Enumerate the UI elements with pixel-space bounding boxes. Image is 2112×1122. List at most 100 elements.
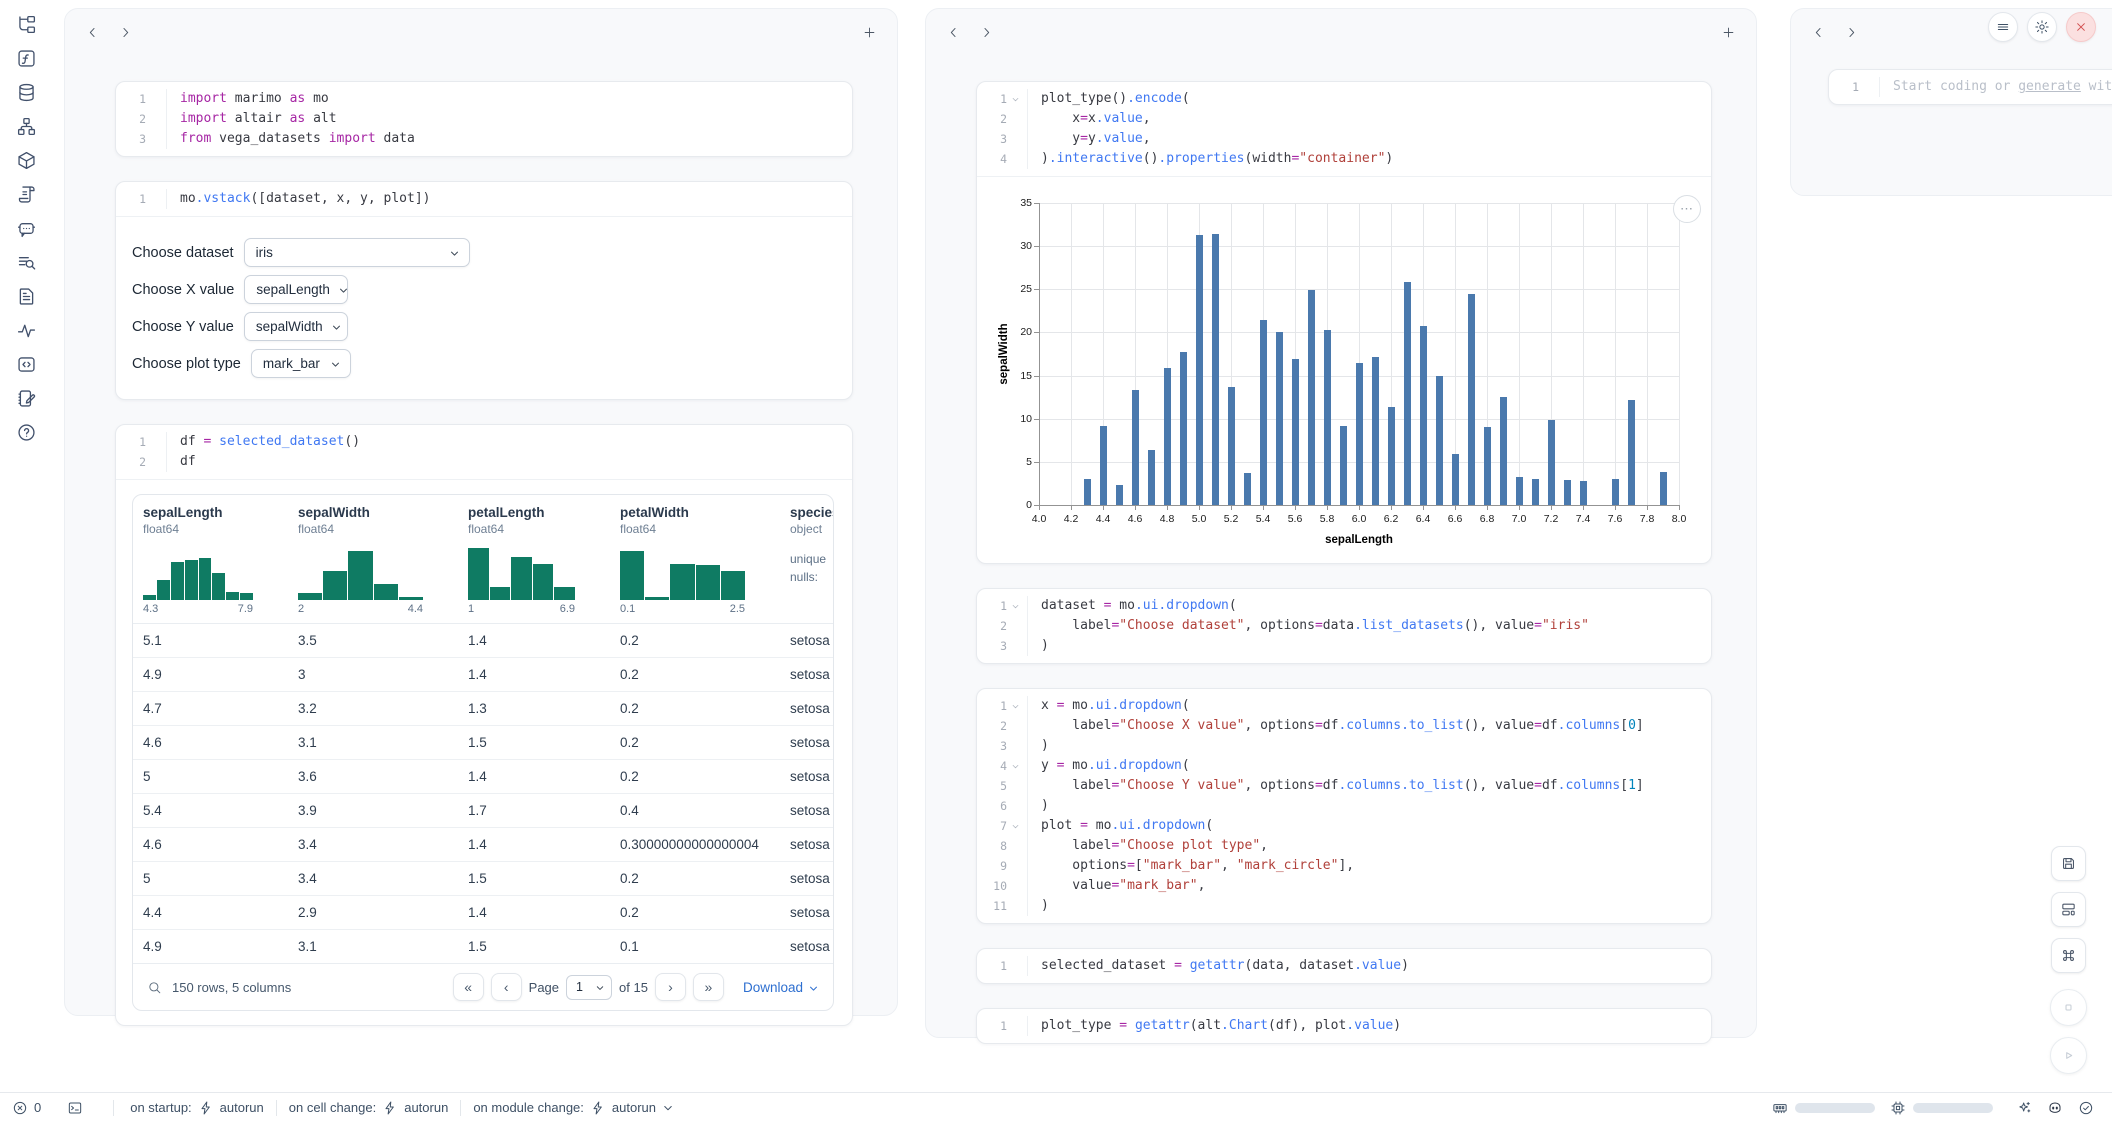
cell-dataframe[interactable]: 1df = selected_dataset()2df sepalLengthf… — [115, 424, 853, 1026]
chart-bar[interactable] — [1612, 479, 1619, 505]
column-histogram[interactable] — [298, 548, 423, 600]
code-line[interactable]: 1dataset = mo.ui.dropdown( — [977, 596, 1711, 616]
chart-bar[interactable] — [1660, 472, 1667, 505]
next-page-button[interactable]: › — [655, 973, 686, 1001]
table-row[interactable]: 53.41.50.2setosa — [133, 862, 833, 896]
run-all-button[interactable] — [2050, 1037, 2087, 1074]
code-line[interactable]: 4).interactive().properties(width="conta… — [977, 149, 1711, 169]
sidebar-help-icon[interactable] — [16, 422, 37, 443]
chart-bar[interactable] — [1420, 326, 1427, 505]
previous-page-button[interactable]: ‹ — [491, 973, 522, 1001]
save-button[interactable] — [2051, 846, 2086, 881]
chart-bar[interactable] — [1084, 479, 1091, 505]
chart-bar[interactable] — [1436, 376, 1443, 505]
menu-button[interactable] — [1988, 12, 2018, 42]
chart-bar[interactable] — [1324, 330, 1331, 505]
sidebar-packages-icon[interactable] — [16, 150, 37, 171]
chart-bar[interactable] — [1308, 290, 1315, 505]
table-row[interactable]: 53.61.40.2setosa — [133, 760, 833, 794]
chart-bar[interactable] — [1468, 294, 1475, 505]
search-icon[interactable] — [147, 980, 162, 995]
chart-bar[interactable] — [1484, 427, 1491, 505]
code-line[interactable]: 9 options=["mark_bar", "mark_circle"], — [977, 856, 1711, 876]
code-line[interactable]: 8 label="Choose plot type", — [977, 836, 1711, 856]
fold-toggle-icon[interactable] — [1007, 696, 1023, 716]
code-line[interactable]: 1mo.vstack([dataset, x, y, plot]) — [116, 189, 852, 209]
fold-toggle-icon[interactable] — [1007, 816, 1023, 836]
sidebar-dependencies-icon[interactable] — [16, 116, 37, 137]
cell-vstack[interactable]: 1mo.vstack([dataset, x, y, plot]) Choose… — [115, 181, 853, 400]
table-row[interactable]: 4.93.11.50.1setosa — [133, 930, 833, 963]
sidebar-data-sources-icon[interactable] — [16, 82, 37, 103]
stop-button[interactable] — [2050, 989, 2087, 1026]
sidebar-snippets-icon[interactable] — [16, 354, 37, 375]
column-3-expand-right-button[interactable] — [1844, 25, 1859, 40]
chart-bar[interactable] — [1628, 400, 1635, 505]
chart-bar[interactable] — [1516, 477, 1523, 505]
code-line[interactable]: 1selected_dataset = getattr(data, datase… — [977, 956, 1711, 976]
chart-bar[interactable] — [1356, 363, 1363, 505]
fold-toggle-icon[interactable] — [1007, 89, 1023, 109]
chart-bar[interactable] — [1100, 426, 1107, 505]
settings-button[interactable] — [2027, 12, 2057, 42]
chart-bar[interactable] — [1180, 352, 1187, 505]
chart-bar[interactable] — [1388, 407, 1395, 505]
shutdown-button[interactable] — [2066, 12, 2096, 42]
column-1-collapse-left-button[interactable] — [85, 25, 100, 40]
chart-bar[interactable] — [1564, 480, 1571, 505]
column-histogram[interactable] — [143, 548, 253, 600]
connection-status-button[interactable] — [2078, 1100, 2094, 1116]
code-line[interactable]: 3from vega_datasets import data — [116, 129, 852, 149]
last-page-button[interactable]: » — [693, 973, 724, 1001]
chart-bar[interactable] — [1580, 481, 1587, 505]
fold-toggle-icon[interactable] — [1007, 756, 1023, 776]
chart-bar[interactable] — [1260, 320, 1267, 505]
column-header-petalWidth[interactable]: petalWidthfloat640.12.5 — [610, 505, 780, 615]
y-value-select[interactable]: sepalWidth — [244, 312, 348, 341]
memory-usage[interactable] — [1772, 1100, 1875, 1116]
download-button[interactable]: Download — [743, 980, 819, 995]
chart-bar[interactable] — [1132, 390, 1139, 505]
dataset-select[interactable]: iris — [244, 238, 470, 267]
ai-sparkles-button[interactable] — [2016, 1100, 2032, 1116]
code-line[interactable]: 3) — [977, 736, 1711, 756]
code-line[interactable]: 1plot_type().encode( — [977, 89, 1711, 109]
sidebar-logs-icon[interactable] — [16, 252, 37, 273]
code-line[interactable]: 6) — [977, 796, 1711, 816]
chart-bar[interactable] — [1164, 368, 1171, 505]
copilot-button[interactable] — [2047, 1100, 2063, 1116]
sidebar-outline-icon[interactable] — [16, 184, 37, 205]
command-palette-button[interactable] — [2051, 938, 2086, 973]
code-line[interactable]: 10 value="mark_bar", — [977, 876, 1711, 896]
code-placeholder[interactable]: Start coding or generate with — [1879, 77, 2112, 97]
runtime-config-0[interactable]: on startup:autorun — [130, 1100, 264, 1116]
cell-dataset-dropdown[interactable]: 1dataset = mo.ui.dropdown(2 label="Choos… — [976, 588, 1712, 664]
sidebar-tracing-icon[interactable] — [16, 320, 37, 341]
column-2-add-cell-button[interactable] — [1721, 25, 1736, 40]
column-header-species[interactable]: speciesobjectuniquenulls: — [780, 505, 833, 615]
code-line[interactable]: 3) — [977, 636, 1711, 656]
column-3-collapse-left-button[interactable] — [1811, 25, 1826, 40]
table-row[interactable]: 5.43.91.70.4setosa — [133, 794, 833, 828]
chart-bar[interactable] — [1548, 420, 1555, 505]
code-line[interactable]: 2df — [116, 452, 852, 472]
table-row[interactable]: 4.931.40.2setosa — [133, 658, 833, 692]
code-line[interactable]: 1df = selected_dataset() — [116, 432, 852, 452]
cell-selected-dataset[interactable]: 1selected_dataset = getattr(data, datase… — [976, 948, 1712, 984]
code-line[interactable]: 4y = mo.ui.dropdown( — [977, 756, 1711, 776]
column-header-sepalWidth[interactable]: sepalWidthfloat6424.4 — [288, 505, 458, 615]
chart-bar[interactable] — [1148, 450, 1155, 505]
column-1-expand-right-button[interactable] — [118, 25, 133, 40]
sidebar-documentation-icon[interactable] — [16, 286, 37, 307]
code-line[interactable]: 1x = mo.ui.dropdown( — [977, 696, 1711, 716]
chart-bar[interactable] — [1372, 357, 1379, 505]
code-line[interactable]: 11) — [977, 896, 1711, 916]
chart-bar[interactable] — [1116, 485, 1123, 505]
altair-bar-chart[interactable]: 051015202530354.04.24.44.64.85.05.25.45.… — [993, 191, 1701, 549]
table-row[interactable]: 4.63.11.50.2setosa — [133, 726, 833, 760]
chart-bar[interactable] — [1404, 282, 1411, 505]
chart-bar[interactable] — [1228, 387, 1235, 505]
column-2-collapse-left-button[interactable] — [946, 25, 961, 40]
page-select[interactable]: 1 — [566, 975, 612, 1000]
column-header-petalLength[interactable]: petalLengthfloat6416.9 — [458, 505, 610, 615]
